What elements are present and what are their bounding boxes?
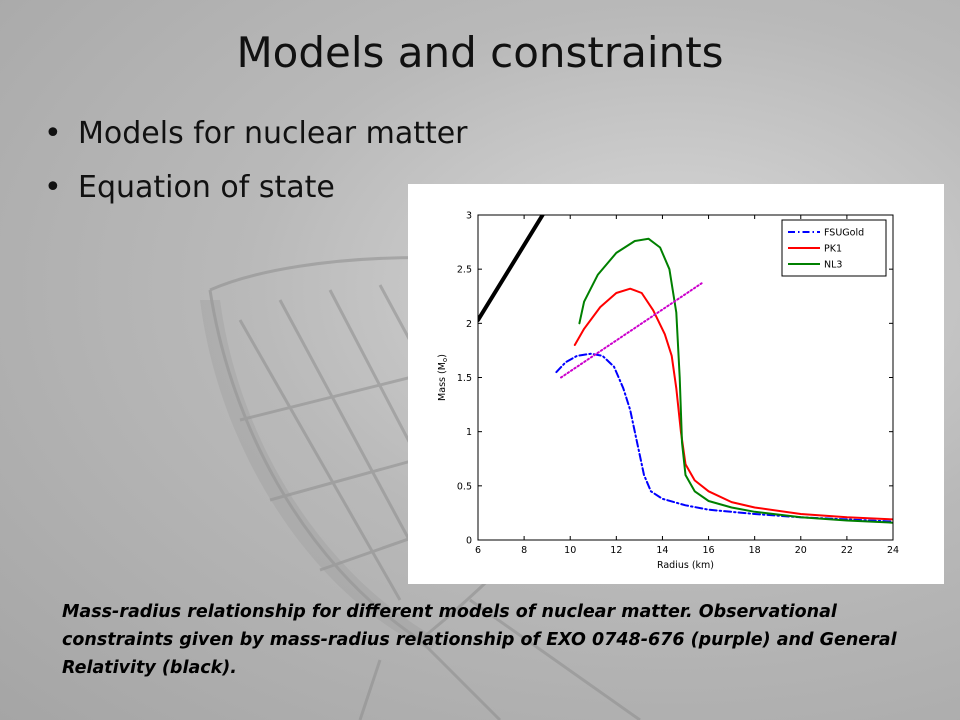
y-axis-label-main: Mass (M (437, 362, 448, 401)
x-tick-label: 12 (610, 545, 622, 556)
series-line-exo-0748-676 (560, 282, 703, 379)
series-line-pk1 (573, 287, 893, 521)
mass-radius-chart: 6 8 10 12 14 16 18 20 22 24 0 0.5 1 1.5 2 2.5 3 FSUGold P… (408, 184, 944, 584)
bullet-list: • Models for nuclear matter • Equation of … (44, 112, 468, 220)
x-tick-label: 18 (749, 545, 761, 556)
x-tick-label: 20 (795, 545, 807, 556)
plot-frame (477, 214, 894, 541)
bullet-marker: • (44, 116, 62, 151)
figure-caption: Mass-radius relationship for different m… (62, 602, 897, 678)
legend-label: FSUGold (824, 228, 864, 239)
y-tick-label: 2.5 (457, 265, 472, 276)
bullet-marker: • (44, 170, 62, 205)
chart-legend: FSUGold PK1 NL3 (781, 219, 887, 277)
bullet-text: Models for nuclear matter (78, 116, 468, 151)
x-tick-label: 24 (887, 545, 899, 556)
legend-label: PK1 (824, 244, 842, 255)
slide-title: Models and constraints (236, 28, 724, 77)
chart-svg: 6 8 10 12 14 16 18 20 22 24 0 0.5 1 1.5 2 2.5 3 FSUGold P… (437, 211, 899, 572)
y-tick-label: 1 (466, 427, 472, 438)
series-line-fsugold (555, 352, 893, 523)
x-tick-label: 8 (521, 545, 527, 556)
y-tick-label: 2 (466, 319, 472, 330)
chart-ticks: 6 8 10 12 14 16 18 20 22 24 0 0.5 1 1.5 2 2.5 3 (457, 211, 899, 557)
bullet-item: • Equation of state (44, 166, 468, 220)
x-tick-label: 22 (841, 545, 853, 556)
x-tick-label: 10 (564, 545, 576, 556)
chart-series (478, 215, 893, 524)
series-line-general-relativity (478, 215, 545, 323)
y-tick-label: 0 (466, 536, 472, 547)
y-axis-label: Mass (Mo) (437, 354, 449, 401)
x-tick-label: 14 (656, 545, 668, 556)
x-tick-label: 16 (703, 545, 715, 556)
y-axis-label-sub: o (441, 358, 449, 362)
bullet-item: • Models for nuclear matter (44, 112, 468, 166)
legend-label: NL3 (824, 260, 842, 271)
x-axis-label: Radius (km) (657, 560, 714, 571)
y-tick-label: 3 (466, 211, 472, 222)
y-tick-label: 1.5 (457, 373, 472, 384)
y-tick-label: 0.5 (457, 481, 472, 492)
x-tick-label: 6 (475, 545, 481, 556)
series-line-nl3 (578, 237, 893, 524)
bullet-text: Equation of state (78, 170, 335, 205)
y-axis-label-end: ) (437, 354, 448, 358)
